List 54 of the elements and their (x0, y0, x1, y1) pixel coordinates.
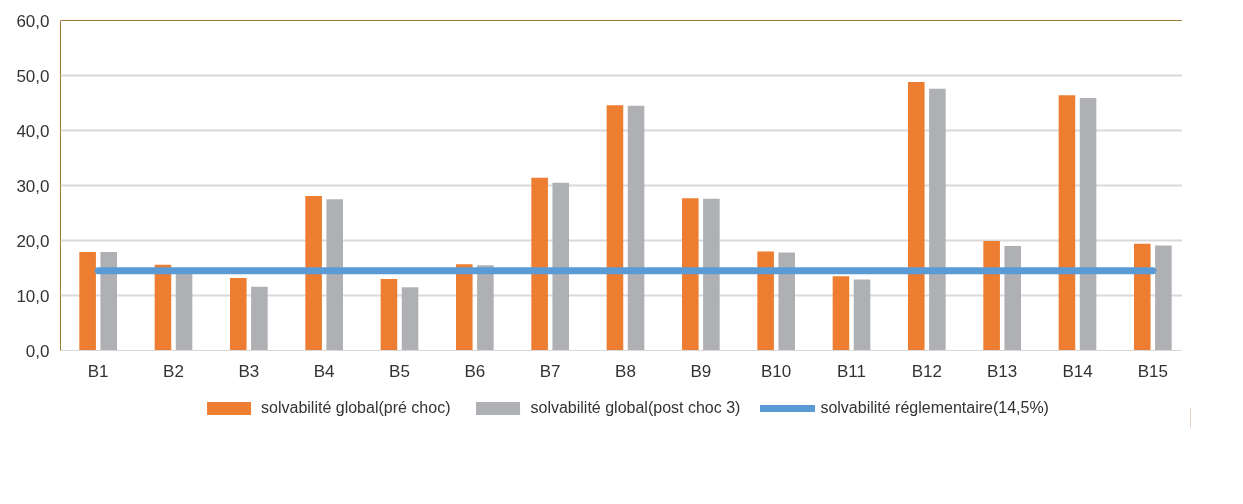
bar (175, 271, 193, 351)
y-tick-label: 30,0 (16, 176, 50, 196)
x-tick-label: B8 (615, 361, 636, 381)
x-tick-label: B14 (1062, 361, 1093, 381)
bar (380, 279, 398, 351)
y-tick-label: 0,0 (25, 341, 50, 361)
bar (456, 264, 473, 351)
bar (401, 287, 419, 351)
bar (853, 279, 871, 351)
x-tick-label: B11 (837, 361, 867, 381)
y-tick-label: 40,0 (16, 121, 50, 141)
bar (682, 198, 699, 351)
bar (251, 286, 268, 351)
bar (778, 252, 795, 351)
y-tick-label: 10,0 (16, 286, 50, 306)
bar (983, 241, 1000, 351)
y-tick-label: 60,0 (16, 11, 50, 31)
bar (552, 182, 569, 351)
bar (477, 265, 494, 351)
bar (100, 252, 117, 351)
bar (1134, 243, 1151, 351)
bar (757, 251, 774, 351)
legend-label: solvabilité réglementaire(14,5%) (820, 399, 1049, 417)
bar (1155, 245, 1172, 351)
y-tick-label: 50,0 (16, 66, 50, 86)
bar (305, 195, 322, 351)
bar (606, 105, 624, 351)
legend-label: solvabilité global(post choc 3) (530, 399, 741, 417)
x-tick-label: B5 (389, 361, 410, 381)
x-tick-label: B15 (1137, 361, 1168, 381)
bar (1004, 246, 1021, 351)
x-tick-label: B3 (238, 361, 260, 381)
x-tick-label: B7 (539, 361, 561, 381)
bar (1058, 95, 1076, 351)
bar (531, 177, 548, 351)
y-tick-label: 20,0 (16, 231, 50, 251)
x-tick-label: B13 (987, 361, 1018, 381)
x-tick-label: B1 (87, 361, 109, 381)
bar (832, 276, 850, 351)
x-tick-label: B4 (313, 361, 335, 381)
bar (326, 199, 343, 351)
bar (703, 198, 720, 351)
x-tick-label: B10 (761, 361, 792, 381)
bar (79, 252, 96, 351)
bar (627, 105, 645, 351)
x-tick-label: B12 (911, 361, 942, 381)
x-tick-label: B2 (163, 361, 184, 381)
x-tick-label: B6 (464, 361, 486, 381)
bar (929, 88, 946, 351)
bar (230, 277, 247, 351)
bar (1079, 98, 1097, 351)
bar (908, 82, 925, 351)
legend-label: solvabilité global(pré choc) (261, 399, 451, 417)
x-tick-label: B9 (690, 361, 712, 381)
